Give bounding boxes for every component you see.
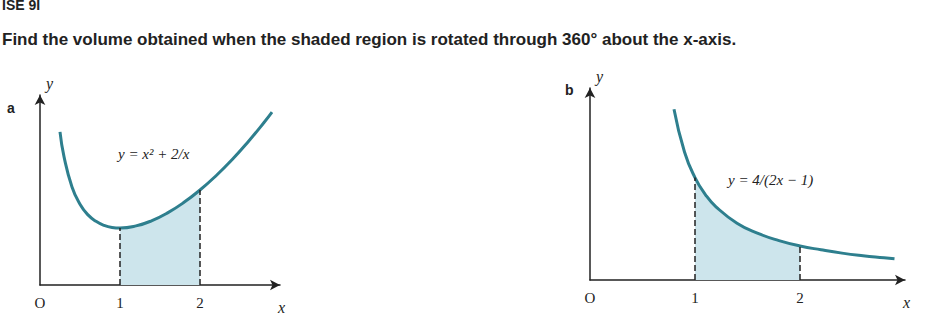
svg-text:2: 2 (796, 290, 804, 306)
svg-text:1: 1 (116, 295, 124, 311)
svg-text:a: a (7, 100, 15, 116)
svg-text:2: 2 (196, 295, 204, 311)
svg-text:x: x (277, 299, 285, 316)
svg-text:y = x² + 2/x: y = x² + 2/x (116, 146, 190, 162)
svg-text:O: O (585, 290, 596, 306)
svg-text:y: y (594, 68, 604, 86)
html-text:Find the volume obtained when: Find the volume obtained when the shaded… (2, 30, 737, 49)
svg-text:x: x (902, 294, 910, 311)
svg-text:1: 1 (691, 290, 699, 306)
svg-text:y = 4/(2x − 1): y = 4/(2x − 1) (726, 172, 813, 189)
svg-text:y: y (44, 75, 54, 93)
svg-text:O: O (35, 295, 46, 311)
svg-text:b: b (565, 82, 574, 98)
